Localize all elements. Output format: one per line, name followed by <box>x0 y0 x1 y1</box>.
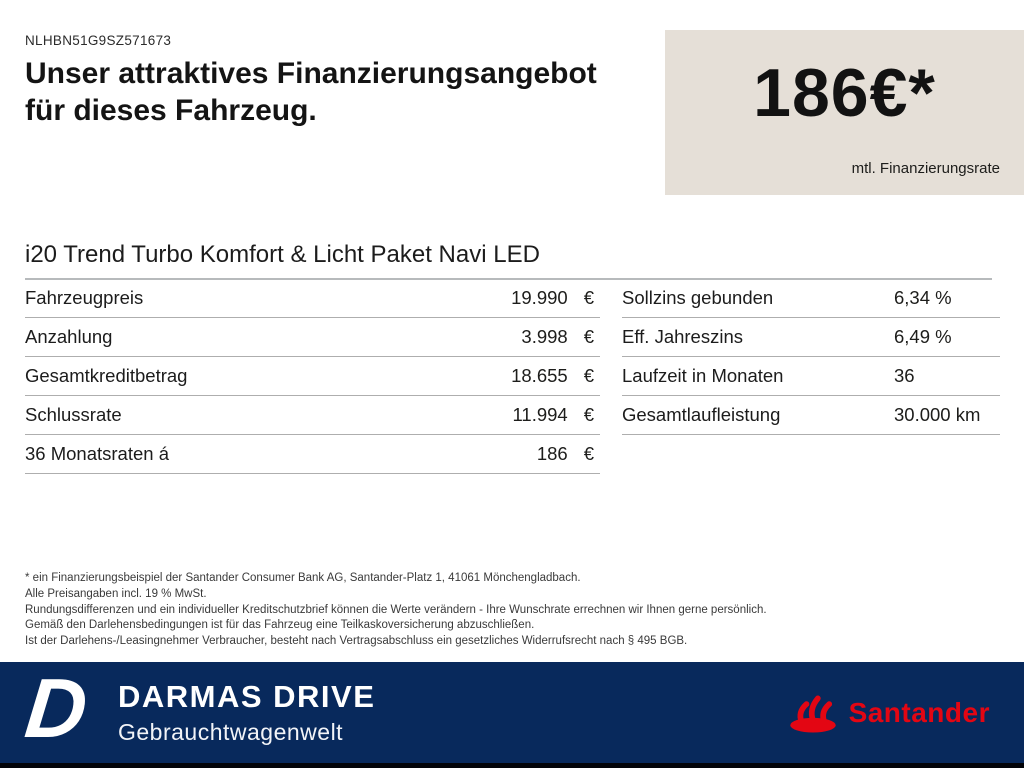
row-label: Sollzins gebunden <box>622 287 774 308</box>
vehicle-vin: NLHBN51G9SZ571673 <box>25 33 172 48</box>
row-currency: € <box>583 365 594 386</box>
row-label: Gesamtkreditbetrag <box>25 365 188 386</box>
table-row: Gesamtkreditbetrag 18.655 € <box>25 357 600 396</box>
dealer-brand: DARMAS DRIVE Gebrauchtwagenwelt <box>118 679 375 746</box>
monthly-rate-amount: 186€* <box>753 55 936 131</box>
santander-wordmark: Santander <box>848 697 990 728</box>
table-row: Gesamtlaufleistung 30.000 km <box>622 396 1000 435</box>
row-label: 36 Monatsraten á <box>25 443 169 464</box>
darmas-drive-logo-icon: D <box>21 661 92 755</box>
table-row: Eff. Jahreszins 6,49 % <box>622 318 1000 357</box>
finance-table: Fahrzeugpreis 19.990 € Anzahlung 3.998 €… <box>25 279 1000 474</box>
disclaimer-line: * ein Finanzierungsbeispiel der Santande… <box>25 572 581 584</box>
table-row: 36 Monatsraten á 186 € <box>25 435 600 474</box>
disclaimer-line: Rundungsdifferenzen und ein individuelle… <box>25 603 767 616</box>
finance-table-left-column: Fahrzeugpreis 19.990 € Anzahlung 3.998 €… <box>25 279 600 474</box>
row-label: Fahrzeugpreis <box>25 287 144 308</box>
page-title: Unser attraktives Finanzierungsangebot f… <box>25 55 597 129</box>
page-title-line2: für dieses Fahrzeug. <box>25 94 317 127</box>
disclaimer-line: Alle Preisangaben incl. 19 % MwSt. <box>25 587 207 600</box>
santander-logo: Santander <box>787 692 990 734</box>
disclaimer-line: Ist der Darlehens-/Leasingnehmer Verbrau… <box>25 635 688 648</box>
row-value: 3.998 <box>521 326 568 347</box>
table-row: Sollzins gebunden 6,34 % <box>622 279 1000 318</box>
footer-bar: D DARMAS DRIVE Gebrauchtwagenwelt Santan… <box>0 661 1024 763</box>
row-value: 11.994 <box>512 404 568 425</box>
dealer-subtitle: Gebrauchtwagenwelt <box>118 719 344 745</box>
row-currency: € <box>583 287 594 308</box>
footer-bottom-strip <box>0 763 1024 768</box>
dealer-name: DARMAS DRIVE <box>118 679 376 714</box>
table-row: Laufzeit in Monaten 36 <box>622 357 1000 396</box>
row-currency: € <box>583 404 594 425</box>
row-value: 30.000 km <box>894 404 981 425</box>
row-value: 36 <box>894 365 915 386</box>
row-label: Eff. Jahreszins <box>622 326 743 347</box>
page-title-line1: Unser attraktives Finanzierungsangebot <box>25 57 597 90</box>
row-label: Anzahlung <box>25 326 113 347</box>
row-label: Gesamtlaufleistung <box>622 404 781 425</box>
vehicle-title: i20 Trend Turbo Komfort & Licht Paket Na… <box>25 241 992 280</box>
row-value: 18.655 <box>511 365 568 386</box>
row-currency: € <box>583 326 594 347</box>
table-row: Schlussrate 11.994 € <box>25 396 600 435</box>
disclaimer-line: Gemäß den Darlehensbedingungen ist für d… <box>25 619 535 632</box>
table-row: Anzahlung 3.998 € <box>25 318 600 357</box>
legal-disclaimer: * ein Finanzierungsbeispiel der Santande… <box>25 571 985 650</box>
row-value: 19.990 <box>511 287 568 308</box>
row-label: Laufzeit in Monaten <box>622 365 784 386</box>
finance-table-right-column: Sollzins gebunden 6,34 % Eff. Jahreszins… <box>622 279 1000 474</box>
table-row: Fahrzeugpreis 19.990 € <box>25 279 600 318</box>
row-value: 6,34 % <box>894 287 952 308</box>
santander-flame-icon <box>789 695 836 733</box>
row-value: 186 <box>536 443 568 464</box>
row-value: 6,49 % <box>894 326 952 347</box>
monthly-rate-caption: mtl. Finanzierungsrate <box>851 160 1000 177</box>
row-label: Schlussrate <box>25 404 122 425</box>
row-currency: € <box>583 443 594 464</box>
monthly-rate-box: 186€* mtl. Finanzierungsrate <box>665 30 1024 195</box>
